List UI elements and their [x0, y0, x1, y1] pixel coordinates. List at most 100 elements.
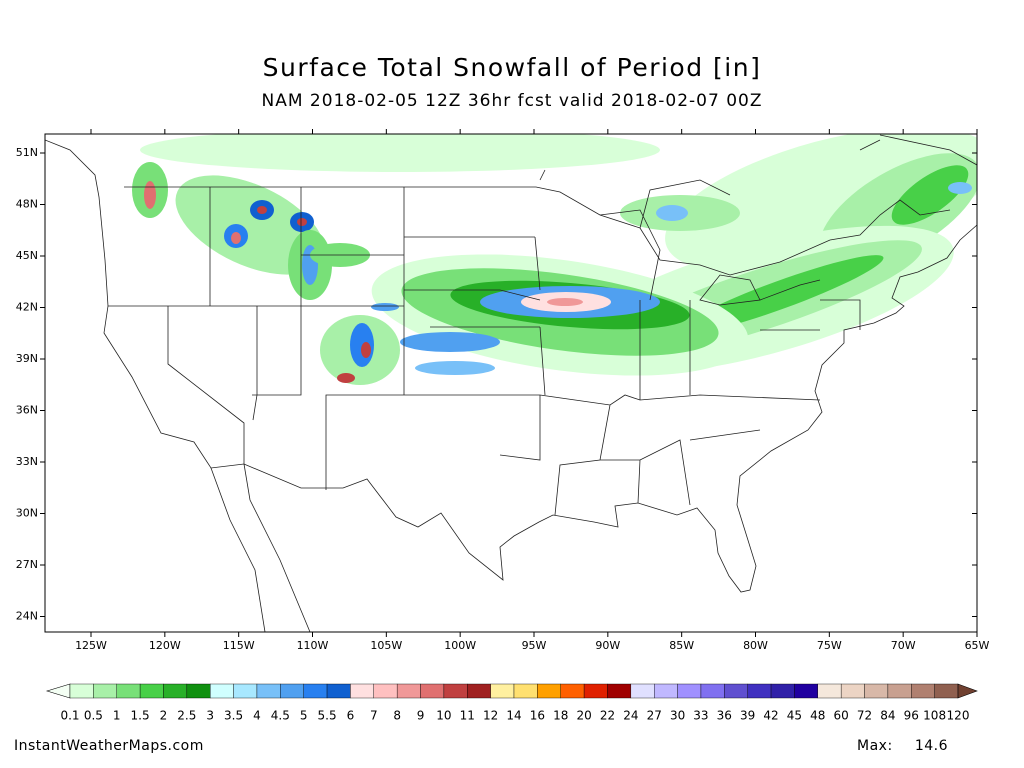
- colorbar-label: 4.5: [271, 709, 290, 723]
- lat-label: 39N: [16, 352, 38, 365]
- colorbar-box: [163, 683, 188, 699]
- colorbar-label: 24: [623, 709, 638, 723]
- colorbar-box: [911, 683, 935, 699]
- subtitle: NAM 2018-02-05 12Z 36hr fcst valid 2018-…: [262, 91, 763, 111]
- colorbar-box: [677, 683, 702, 699]
- colorbar-box: [560, 683, 585, 699]
- colorbar-box: [210, 683, 234, 699]
- lat-label: 45N: [16, 249, 38, 262]
- colorbar-box: [396, 683, 421, 699]
- colorbar-label: 2.5: [177, 709, 196, 723]
- colorbar-box: [186, 683, 211, 699]
- lat-label: 51N: [16, 146, 38, 159]
- colorbar-box: [467, 683, 491, 699]
- colorbar-label: 5.5: [318, 709, 337, 723]
- colorbar-label: 84: [880, 709, 895, 723]
- lat-label: 24N: [16, 610, 38, 623]
- colorbar-label: 48: [810, 709, 825, 723]
- colorbar-label: 7: [370, 709, 378, 723]
- lon-label: 85W: [669, 639, 694, 652]
- lon-label: 65W: [965, 639, 990, 652]
- lat-label: 27N: [16, 558, 38, 571]
- colorbar-box: [817, 683, 842, 699]
- colorbar-label: 0.5: [84, 709, 103, 723]
- colorbar-box: [443, 683, 468, 699]
- colorbar-box: [116, 683, 141, 699]
- colorbar-label: 22: [600, 709, 615, 723]
- colorbar-label: 42: [763, 709, 778, 723]
- colorbar-over: [957, 683, 978, 699]
- colorbar-label: 30: [670, 709, 685, 723]
- colorbar-box: [583, 683, 608, 699]
- colorbar-label: 5: [300, 709, 308, 723]
- colorbar-box: [93, 683, 117, 699]
- colorbar-label: 33: [693, 709, 708, 723]
- lat-label: 48N: [16, 198, 38, 211]
- lon-label: 95W: [522, 639, 547, 652]
- colorbar-label: 8: [393, 709, 401, 723]
- colorbar-box: [420, 683, 445, 699]
- colorbar-label: 10: [436, 709, 451, 723]
- colorbar-label: 36: [717, 709, 732, 723]
- lon-label: 100W: [444, 639, 476, 652]
- colorbar-label: 60: [834, 709, 849, 723]
- colorbar-box: [350, 683, 374, 699]
- colorbar-label: 3.5: [224, 709, 243, 723]
- colorbar-label: 39: [740, 709, 755, 723]
- colorbar-label: 14: [506, 709, 521, 723]
- colorbar-box: [513, 683, 538, 699]
- colorbar-box: [654, 683, 678, 699]
- colorbar-box: [256, 683, 281, 699]
- lat-label: 36N: [16, 404, 38, 417]
- max-label: Max:: [857, 738, 893, 754]
- colorbar-box: [840, 683, 865, 699]
- colorbar-label: 6: [347, 709, 355, 723]
- colorbar-box: [887, 683, 912, 699]
- colorbar-under: [45, 683, 71, 699]
- colorbar-label: 120: [947, 709, 970, 723]
- map: 51N 48N 45N 42N 39N 36N 33N 30N 27N 24N 125W 120W 11…: [16, 129, 990, 652]
- lon-label: 120W: [149, 639, 181, 652]
- lon-label: 90W: [595, 639, 620, 652]
- colorbar-label: 72: [857, 709, 872, 723]
- title: Surface Total Snowfall of Period [in]: [263, 53, 762, 82]
- colorbar-box: [794, 683, 818, 699]
- colorbar-box: [700, 683, 725, 699]
- boundaries: [45, 134, 977, 632]
- colorbar-box: [139, 683, 164, 699]
- colorbar: 0.1 0.5 1 1.5 2 2.5 3 3.5 4 4.5 5 5.5 6 7 8 9 10 11 12 14 16…: [45, 683, 978, 723]
- colorbar-label: 9: [417, 709, 425, 723]
- colorbar-label: 12: [483, 709, 498, 723]
- colorbar-label: 1.5: [131, 709, 150, 723]
- colorbar-box: [303, 683, 328, 699]
- lon-label: 125W: [75, 639, 107, 652]
- colorbar-box: [724, 683, 748, 699]
- colorbar-label: 45: [787, 709, 802, 723]
- lon-label: 105W: [370, 639, 402, 652]
- colorbar-box: [747, 683, 772, 699]
- lat-label: 33N: [16, 455, 38, 468]
- lat-label: 30N: [16, 507, 38, 520]
- lon-label: 70W: [891, 639, 916, 652]
- colorbar-label: 18: [553, 709, 568, 723]
- colorbar-box: [326, 683, 351, 699]
- colorbar-box: [770, 683, 795, 699]
- footer: InstantWeatherMaps.com: [14, 738, 204, 754]
- colorbar-box: [373, 683, 398, 699]
- colorbar-box: [864, 683, 889, 699]
- colorbar-label: 3: [206, 709, 214, 723]
- colorbar-box: [607, 683, 632, 699]
- colorbar-label: 4: [253, 709, 261, 723]
- colorbar-label: 16: [530, 709, 545, 723]
- colorbar-box: [490, 683, 515, 699]
- colorbar-label: 1: [113, 709, 121, 723]
- colorbar-box: [630, 683, 655, 699]
- map-frame: [44, 133, 978, 633]
- lon-label: 75W: [817, 639, 842, 652]
- colorbar-box: [69, 683, 94, 699]
- colorbar-label: 96: [904, 709, 919, 723]
- colorbar-label: 2: [160, 709, 168, 723]
- colorbar-box: [280, 683, 304, 699]
- colorbar-label: 20: [576, 709, 591, 723]
